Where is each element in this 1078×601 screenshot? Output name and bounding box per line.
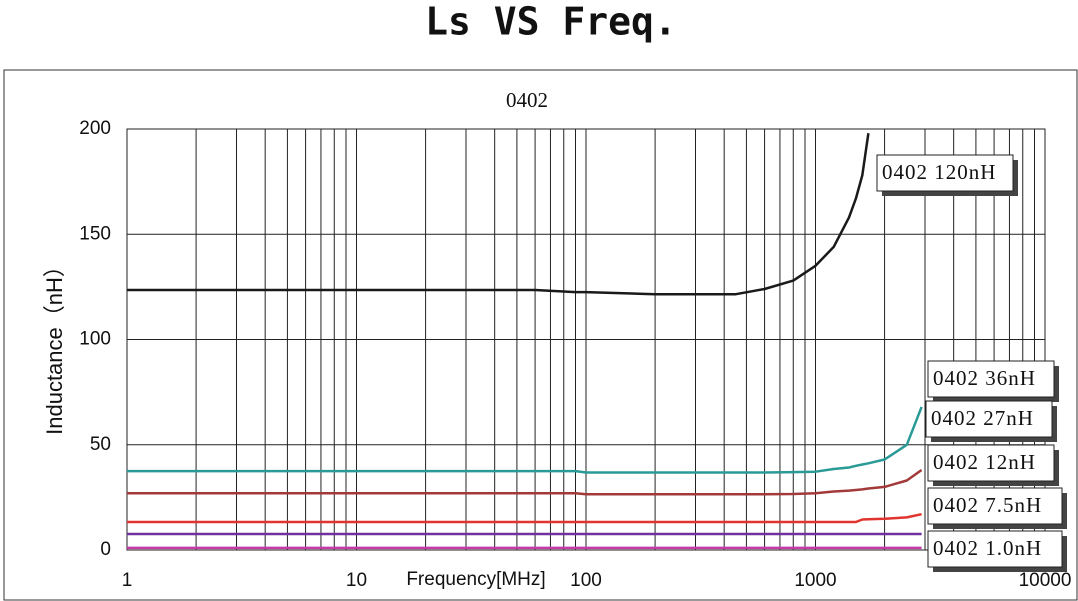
y-tick-label: 100 [79, 329, 111, 350]
legend-box [927, 530, 1063, 568]
legend-item: 0402 7.5nH [927, 487, 1067, 529]
x-tick-label: 100 [570, 570, 602, 591]
legend-label: 0402 1.0nH [933, 536, 1042, 560]
y-tick-label: 200 [79, 118, 111, 139]
chart-subtitle: 0402 [506, 88, 548, 112]
legend-item: 0402 27nH [925, 400, 1057, 442]
x-tick-label: 1000 [794, 570, 836, 591]
legend-box [876, 154, 1014, 192]
series-line [127, 468, 923, 496]
x-tick-label: 10 [346, 570, 367, 591]
legend-box [927, 444, 1055, 482]
legend-item: 0402 36nH [927, 360, 1059, 402]
chart-title: Ls VS Freq. [425, 0, 677, 44]
legend-label: 0402 27nH [931, 406, 1034, 430]
legend-label: 0402 7.5nH [933, 493, 1042, 517]
x-tick-label: 1 [122, 570, 133, 591]
y-tick-label: 50 [90, 434, 111, 455]
chart-frame [3, 69, 1078, 601]
x-axis-label: Frequency[MHz] [406, 569, 545, 590]
y-axis-label: Inductance（nH） [42, 255, 67, 435]
legend-item: 0402 1.0nH [927, 530, 1067, 572]
legend-item: 0402 12nH [927, 444, 1059, 486]
series-line [127, 133, 870, 296]
legend-box [927, 360, 1055, 398]
x-tick-label: 10000 [1019, 570, 1072, 591]
legend-label: 0402 120nH [882, 160, 996, 184]
legend-label: 0402 36nH [933, 366, 1036, 390]
legend-box [925, 400, 1053, 438]
legend-item: 0402 120nH [876, 154, 1018, 196]
legend-label: 0402 12nH [933, 450, 1036, 474]
y-tick-label: 150 [79, 223, 111, 244]
series-line [127, 512, 922, 524]
legend-box [927, 487, 1063, 525]
y-tick-label: 0 [100, 539, 111, 560]
series-line [127, 406, 923, 474]
